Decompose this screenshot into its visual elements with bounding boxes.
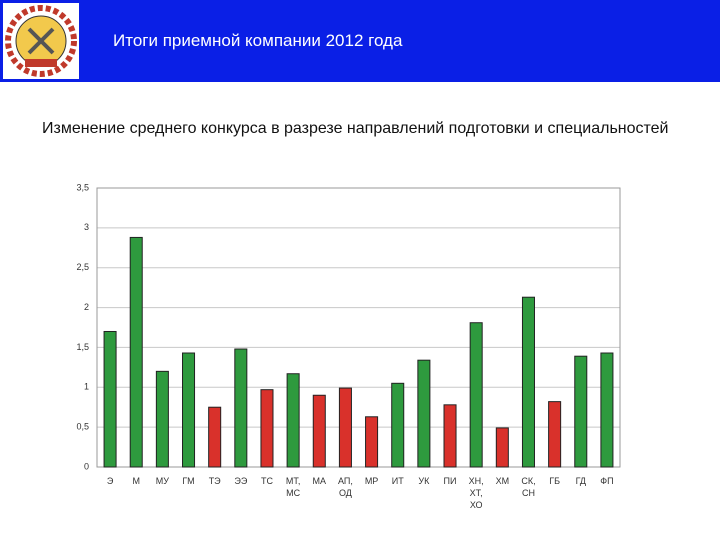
x-tick-label: АП, ОД: [337, 476, 353, 498]
x-tick-label: УК: [418, 476, 430, 486]
x-tick-label: СК, СН: [521, 476, 536, 498]
bar: [365, 416, 379, 468]
bar: [391, 382, 405, 468]
header-bar: Итоги приемной компании 2012 года: [0, 0, 720, 82]
bar: [286, 373, 300, 468]
y-tick-label: 3: [84, 222, 89, 232]
x-tick-label: ТЭ: [208, 476, 221, 486]
bar: [312, 394, 326, 468]
x-tick-label: ТС: [260, 476, 273, 486]
bar: [443, 404, 457, 468]
bar: [469, 322, 483, 468]
x-tick-label: ЭЭ: [234, 476, 248, 486]
x-tick-label: ХН, ХТ, ХО: [468, 476, 484, 510]
bar: [182, 352, 196, 468]
x-tick-label: М: [132, 476, 140, 486]
bar: [234, 348, 248, 468]
x-tick-label: ГБ: [549, 476, 561, 486]
bar: [521, 296, 535, 468]
x-tick-label: ПИ: [443, 476, 457, 486]
bar: [574, 355, 588, 468]
bar: [600, 352, 614, 468]
bar: [417, 359, 431, 468]
bar: [155, 370, 169, 468]
x-tick-label: МА: [312, 476, 327, 486]
y-tick-label: 1,5: [76, 342, 89, 352]
y-tick-label: 3,5: [76, 182, 89, 192]
logo-icon: [5, 5, 77, 77]
slide-title: Итоги приемной компании 2012 года: [113, 31, 403, 50]
y-tick-label: 2,5: [76, 262, 89, 272]
x-tick-label: МУ: [155, 476, 169, 486]
chart-subtitle: Изменение среднего конкурса в разрезе на…: [42, 120, 669, 137]
y-tick-label: 0: [84, 461, 89, 471]
y-tick-label: 0,5: [76, 422, 89, 432]
x-tick-label: ХМ: [495, 476, 510, 486]
bar: [548, 401, 562, 468]
y-tick-label: 1: [84, 382, 89, 392]
x-tick-label: ФП: [600, 476, 614, 486]
x-tick-label: Э: [106, 476, 114, 486]
bar: [260, 389, 274, 468]
x-tick-label: МР: [364, 476, 379, 486]
bar: [103, 330, 117, 468]
logo: [3, 3, 79, 79]
x-tick-label: ИТ: [391, 476, 404, 486]
y-tick-label: 2: [84, 302, 89, 312]
bar: [129, 236, 143, 468]
x-tick-label: ГД: [575, 476, 586, 486]
bar: [208, 406, 222, 468]
plot-frame: [96, 187, 621, 468]
bar: [338, 387, 352, 468]
x-tick-label: МТ, МС: [285, 476, 301, 498]
bar: [495, 427, 509, 468]
x-tick-label: ГМ: [182, 476, 195, 486]
